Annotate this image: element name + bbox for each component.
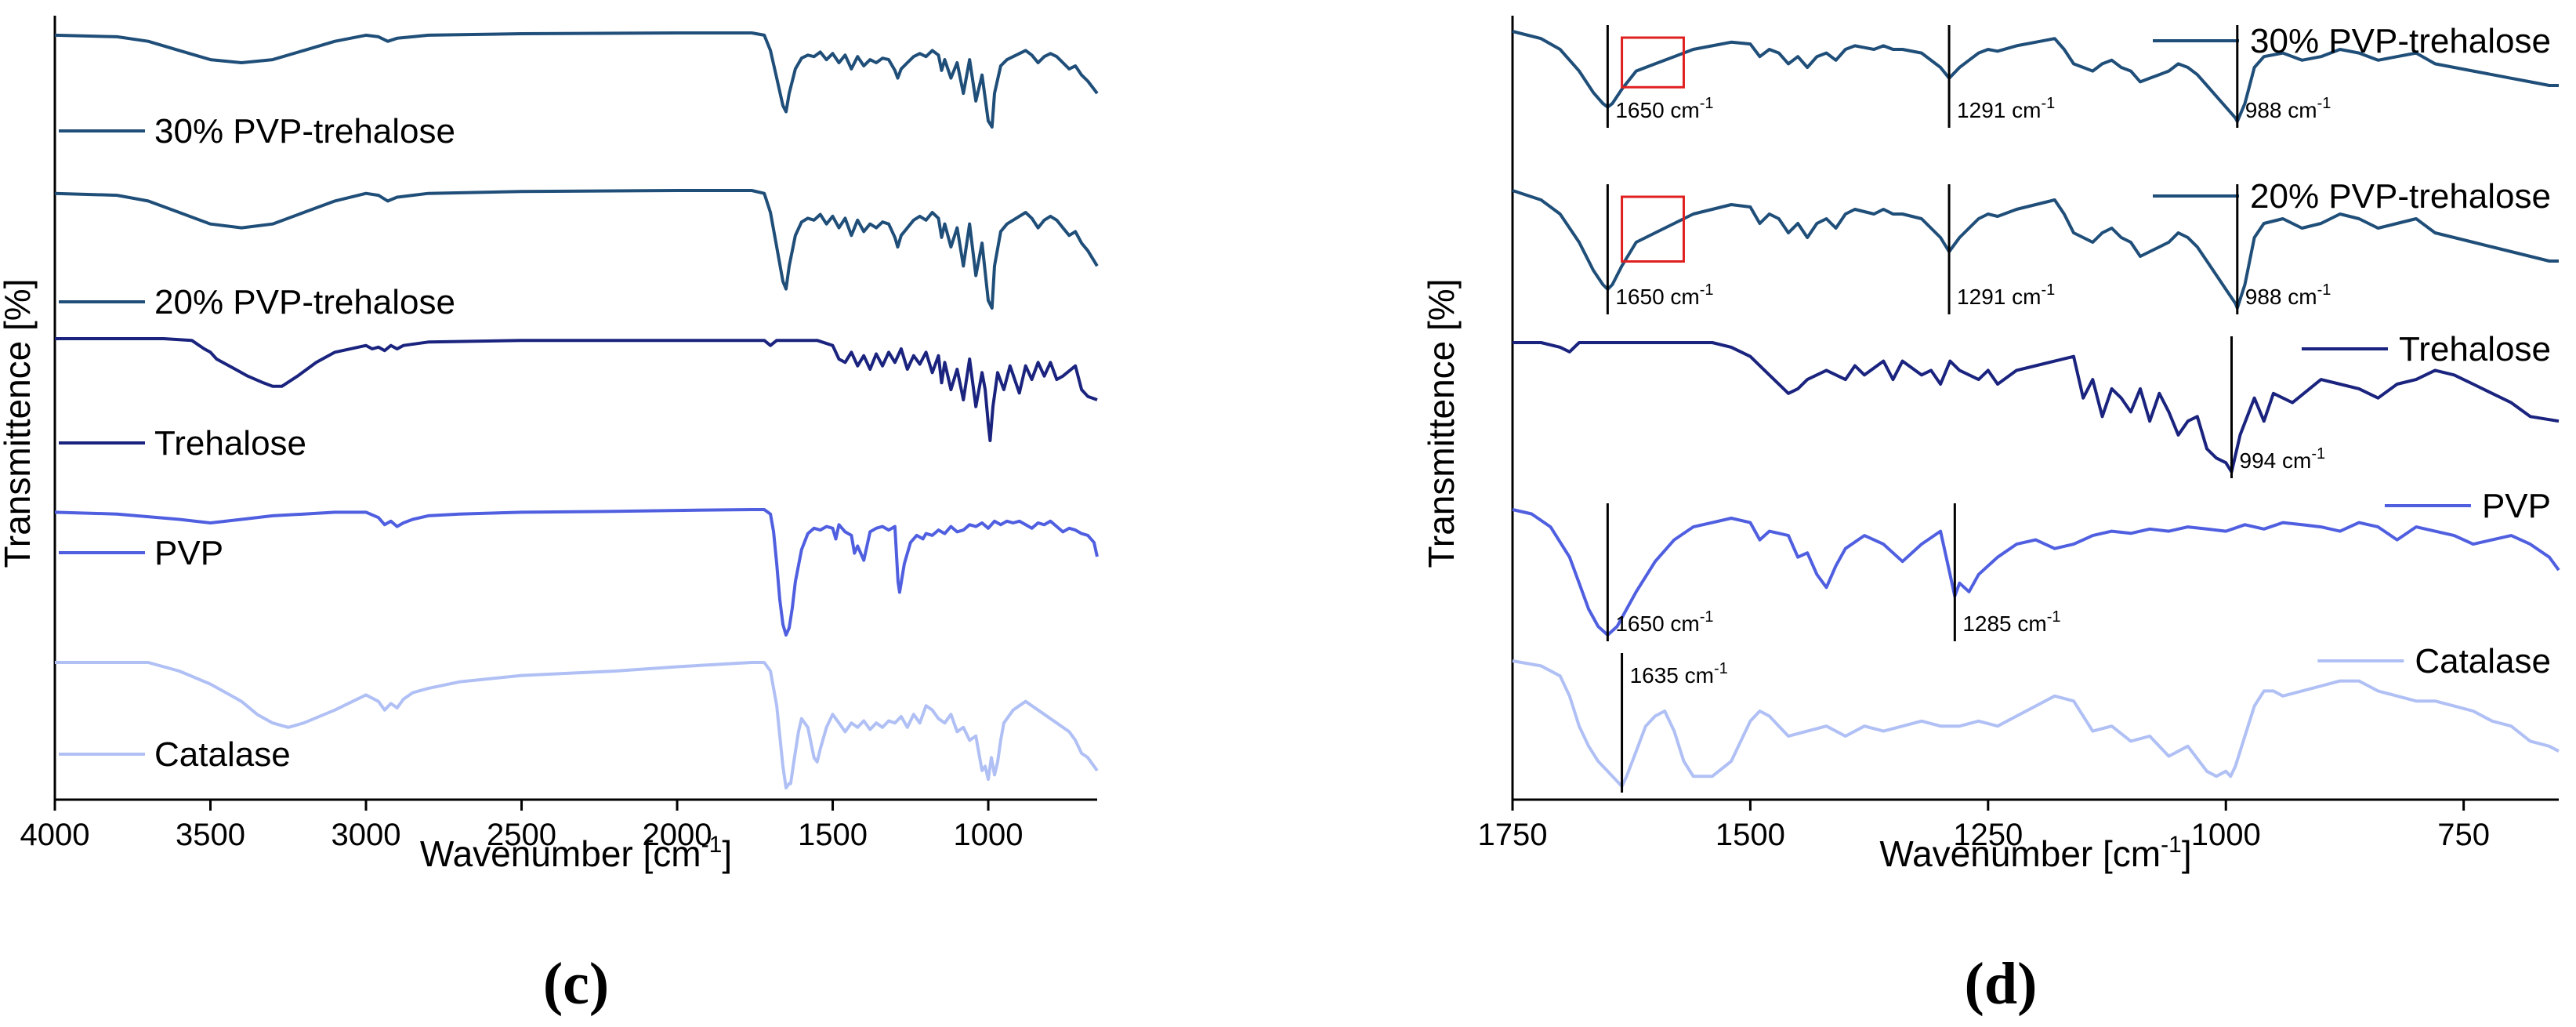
legend-label: Trehalose (154, 424, 306, 463)
legend-item-pvp: PVP (2384, 487, 2551, 525)
series-line-catalase (1512, 659, 2560, 788)
x-tick-label: 2000 (643, 818, 712, 852)
x-tick-label: 1000 (954, 818, 1024, 852)
peak-marker-label: 994 cm-1 (2240, 445, 2326, 473)
legend-item-catalase: Catalase (2317, 642, 2551, 680)
x-axis-title: Wavenumber [cm-1] (420, 832, 732, 874)
peak-marker-label: 1291 cm-1 (1957, 281, 2055, 309)
x-tick-label: 3500 (176, 818, 245, 852)
legend-item-trehalose: Trehalose (59, 424, 306, 463)
panel-label: (d) (1965, 951, 2038, 1017)
panel-d: 1750 1500 1250 1000 750 Wavenumber [cm-1] Tran… (1421, 16, 2560, 1017)
panel-c: 4000 3500 3000 2500 2000 1500 1000 Wavenumber [… (0, 16, 1099, 1017)
x-tick-label: 1500 (798, 818, 868, 852)
series-line-trehalose (1513, 341, 2560, 474)
series-line-20pct-pvp-trehalose (54, 189, 1099, 310)
legend-label: 30% PVP-trehalose (2250, 22, 2551, 60)
x-tick-label: 2500 (487, 818, 556, 852)
series-line-catalase (55, 661, 1099, 789)
peak-marker-label: 1285 cm-1 (1962, 608, 2060, 636)
legend-label: 20% PVP-trehalose (154, 283, 455, 321)
peak-marker-label: 1650 cm-1 (1615, 95, 1713, 122)
x-tick-label: 1000 (2191, 818, 2261, 852)
series-line-trehalose (55, 337, 1098, 442)
y-axis-title: Transmittence [%] (0, 279, 38, 568)
series-line-pvp (54, 508, 1099, 637)
peak-marker-label: 988 cm-1 (2245, 281, 2331, 309)
peak-marker-label: 1650 cm-1 (1615, 281, 1713, 309)
x-tick-label: 1750 (1478, 818, 1548, 852)
legend-item-30pct-pvp-trehalose: 30% PVP-trehalose (2153, 22, 2551, 60)
series-line-20pct-pvp-trehalose (1512, 189, 2559, 310)
legend-item-20pct-pvp-trehalose: 20% PVP-trehalose (2153, 177, 2551, 216)
panel-label: (c) (543, 951, 609, 1017)
legend-label: PVP (154, 534, 223, 572)
legend-label: PVP (2482, 487, 2551, 525)
legend-item-pvp: PVP (59, 534, 223, 572)
legend-item-30pct-pvp-trehalose: 30% PVP-trehalose (59, 112, 455, 151)
legend-item-20pct-pvp-trehalose: 20% PVP-trehalose (59, 283, 455, 321)
x-axis-title: Wavenumber [cm-1] (1879, 832, 2191, 874)
x-tick-label: 3000 (332, 818, 401, 852)
x-tick-label: 1500 (1716, 818, 1785, 852)
legend-item-trehalose: Trehalose (2301, 330, 2551, 368)
legend-label: 30% PVP-trehalose (154, 112, 455, 151)
x-tick-label: 4000 (20, 818, 90, 852)
series-line-30pct-pvp-trehalose (54, 31, 1099, 129)
highlight-box (1621, 195, 1685, 263)
peak-marker-label: 988 cm-1 (2245, 95, 2331, 122)
y-axis-title: Transmittence [%] (1421, 279, 1462, 568)
peak-marker-label: 1650 cm-1 (1615, 608, 1713, 636)
legend-label: Catalase (154, 735, 291, 774)
x-tick-label: 1250 (1953, 818, 2023, 852)
legend-item-catalase: Catalase (59, 735, 291, 774)
legend-label: Trehalose (2399, 330, 2551, 368)
x-tick-label: 750 (2437, 818, 2490, 852)
highlight-box (1621, 36, 1685, 89)
peak-marker-label: 1291 cm-1 (1957, 95, 2055, 122)
series-line-pvp (1512, 508, 2560, 637)
legend-label: 20% PVP-trehalose (2250, 177, 2551, 216)
peak-marker-label: 1635 cm-1 (1630, 660, 1728, 688)
series-line-30pct-pvp-trehalose (1512, 30, 2559, 123)
legend-label: Catalase (2415, 642, 2551, 680)
